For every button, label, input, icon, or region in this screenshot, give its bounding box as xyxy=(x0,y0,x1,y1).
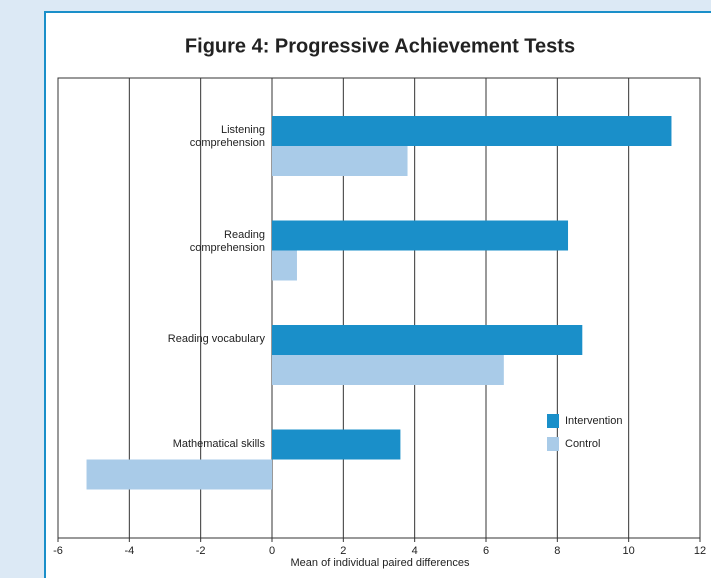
x-tick-label: 12 xyxy=(694,545,706,557)
x-tick-label: 10 xyxy=(623,545,635,557)
bar xyxy=(272,116,672,146)
category-label: Reading comprehension xyxy=(189,228,265,254)
x-axis-label: Mean of individual paired differences xyxy=(291,557,470,569)
bar xyxy=(272,325,583,355)
bar xyxy=(86,459,273,490)
bar xyxy=(272,220,569,251)
panel xyxy=(44,11,711,578)
x-tick-label: -4 xyxy=(124,545,134,557)
x-tick-label: -2 xyxy=(196,545,206,557)
legend-label: Intervention xyxy=(565,415,622,427)
x-tick-label: 4 xyxy=(412,545,418,557)
legend-label: Control xyxy=(565,438,600,450)
x-tick-label: 2 xyxy=(340,545,346,557)
bar xyxy=(272,146,408,176)
x-tick-label: 6 xyxy=(483,545,489,557)
bar xyxy=(272,429,401,460)
category-label: Reading vocabulary xyxy=(167,333,265,345)
category-label: Mathematical skills xyxy=(172,437,265,450)
legend-swatch xyxy=(547,414,559,428)
x-tick-label: -6 xyxy=(53,545,63,557)
bar xyxy=(272,355,504,385)
x-tick-label: 8 xyxy=(554,545,560,557)
category-label: Listening comprehension xyxy=(189,124,265,149)
legend-swatch xyxy=(547,437,559,451)
chart-title: Figure 4: Progressive Achievement Tests xyxy=(185,35,575,57)
bar xyxy=(272,250,297,281)
x-tick-label: 0 xyxy=(269,545,275,557)
